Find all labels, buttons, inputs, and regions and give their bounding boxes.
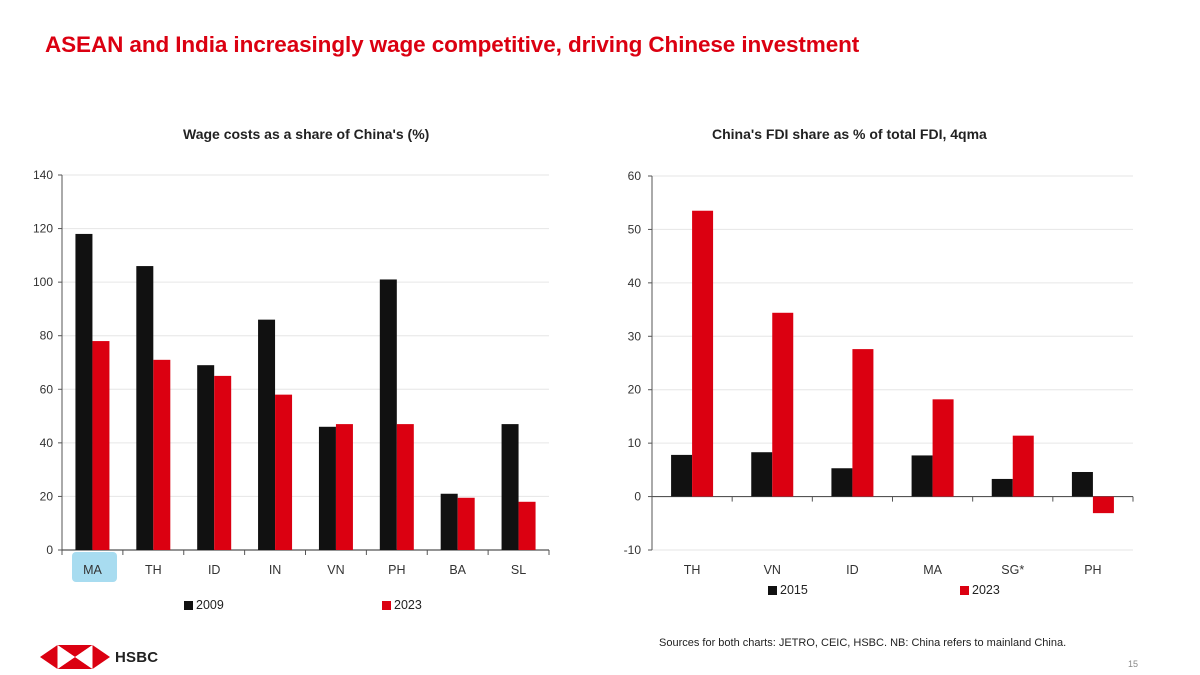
left-bar-2023-SL [518, 501, 536, 550]
right-category-label: MA [923, 563, 942, 577]
right-y-tick-label: 60 [628, 169, 642, 183]
left-y-tick-label: 80 [40, 329, 54, 343]
left-chart-title: Wage costs as a share of China's (%) [183, 126, 430, 142]
logo-text: HSBC [115, 648, 159, 666]
right-bar-2023-SG* [1012, 435, 1034, 497]
right-bar-2023-TH [692, 210, 714, 497]
left-bar-2009-TH [136, 266, 154, 550]
legend-label-2015: 2015 [780, 583, 808, 597]
right-category-label: VN [764, 563, 781, 577]
hsbc-logo: HSBC [40, 645, 158, 669]
left-bar-2023-IN [275, 394, 293, 550]
left-y-tick-label: 100 [33, 275, 53, 289]
right-bar-2023-PH [1092, 496, 1114, 514]
left-bar-2023-VN [335, 424, 353, 550]
hsbc-hexagon-icon [40, 645, 110, 669]
left-y-tick-label: 140 [33, 168, 53, 182]
left-category-label: ID [208, 563, 221, 577]
legend-swatch-2015 [768, 585, 777, 595]
highlighted-category-marker [72, 552, 117, 582]
right-bar-2015-TH [671, 454, 693, 497]
right-bar-2023-ID [852, 349, 874, 497]
legend-swatch-2009 [184, 600, 193, 610]
left-bar-2023-ID [214, 375, 232, 550]
legend-label-2009: 2009 [196, 598, 224, 612]
left-legend-2023: 2023 [382, 598, 422, 612]
left-bar-2023-MA [92, 341, 110, 550]
right-bar-2023-MA [932, 399, 954, 497]
left-bar-2009-MA [75, 233, 93, 550]
left-y-tick-label: 20 [40, 489, 54, 503]
right-bar-2015-PH [1071, 471, 1093, 497]
page-number: 15 [1128, 659, 1139, 669]
right-bar-2015-VN [751, 452, 773, 497]
left-bar-2009-PH [379, 279, 397, 550]
left-category-label: PH [388, 563, 405, 577]
right-bar-2015-ID [831, 468, 853, 497]
slide-title: ASEAN and India increasingly wage compet… [45, 32, 860, 57]
right-y-tick-label: 50 [628, 222, 642, 236]
right-y-tick-label: -10 [624, 543, 642, 557]
left-category-label: TH [145, 563, 162, 577]
left-category-label: VN [327, 563, 344, 577]
right-bar-2023-VN [772, 312, 794, 497]
left-y-tick-label: 120 [33, 222, 53, 236]
left-bar-2009-BA [440, 493, 458, 550]
left-category-label: IN [269, 563, 282, 577]
right-chart-title: China's FDI share as % of total FDI, 4qm… [712, 126, 987, 142]
right-y-tick-label: 0 [634, 490, 641, 504]
left-bar-2023-PH [396, 424, 414, 550]
right-category-label: PH [1084, 563, 1101, 577]
right-y-tick-label: 20 [628, 383, 642, 397]
legend-swatch-2023 [382, 600, 391, 610]
left-category-label: MA [83, 563, 102, 577]
right-bar-2015-MA [911, 455, 933, 497]
left-bar-2009-SL [501, 424, 519, 550]
right-y-tick-label: 30 [628, 329, 642, 343]
left-bar-2009-VN [318, 426, 336, 550]
left-bar-2009-IN [258, 319, 276, 550]
right-category-label: SG* [1001, 563, 1024, 577]
left-y-tick-label: 40 [40, 436, 54, 450]
left-bar-2023-TH [153, 359, 171, 550]
right-bar-2015-SG* [991, 478, 1013, 497]
right-y-tick-label: 10 [628, 436, 642, 450]
left-category-label: SL [511, 563, 526, 577]
left-y-tick-label: 60 [40, 382, 54, 396]
legend-swatch-2023-right [960, 585, 969, 595]
left-bar-2009-ID [197, 365, 215, 550]
right-category-label: ID [846, 563, 859, 577]
legend-label-2023: 2023 [394, 598, 422, 612]
right-category-label: TH [684, 563, 701, 577]
legend-label-2023-right: 2023 [972, 583, 1000, 597]
left-legend-2009: 2009 [184, 598, 224, 612]
left-category-label: BA [449, 563, 466, 577]
right-legend-2015: 2015 [768, 583, 808, 597]
right-y-tick-label: 40 [628, 276, 642, 290]
sources-note: Sources for both charts: JETRO, CEIC, HS… [659, 637, 1067, 649]
left-bar-2023-BA [457, 497, 475, 550]
left-y-tick-label: 0 [46, 543, 53, 557]
right-legend-2023: 2023 [960, 583, 1000, 597]
